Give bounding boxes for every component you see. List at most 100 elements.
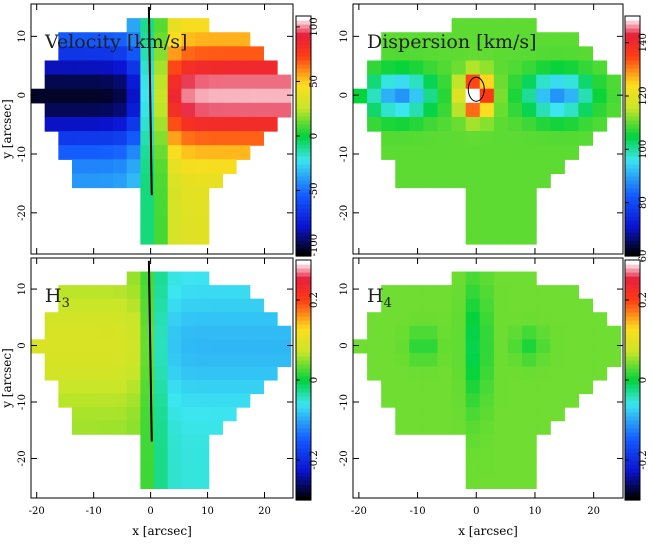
bin	[263, 60, 278, 76]
bin	[465, 298, 481, 313]
bin	[437, 407, 453, 422]
colorbar-segment	[296, 360, 311, 365]
bin	[154, 325, 169, 340]
bin	[277, 352, 292, 368]
bin	[507, 60, 523, 76]
colorbar-segment	[625, 260, 640, 265]
bin	[154, 434, 169, 449]
bin	[140, 447, 155, 462]
bin	[85, 60, 100, 76]
bin	[507, 18, 523, 33]
bin	[99, 379, 114, 395]
bin	[381, 352, 396, 368]
bin	[44, 88, 59, 104]
colorbar-tick-label: 0	[309, 133, 320, 139]
bin	[236, 352, 251, 368]
bin	[167, 271, 182, 286]
bin	[126, 173, 141, 189]
colorbar-segment	[625, 144, 640, 149]
bin	[58, 285, 73, 300]
bin	[437, 131, 453, 146]
bin	[493, 434, 509, 449]
colorbar-segment	[296, 180, 311, 185]
colorbar-segment	[296, 68, 311, 73]
colorbar-segment	[625, 148, 640, 153]
bin	[465, 131, 481, 146]
bin	[113, 312, 128, 327]
bin	[578, 379, 594, 395]
bin	[507, 131, 523, 146]
bin	[113, 420, 128, 435]
bin	[423, 60, 439, 76]
bin	[85, 393, 100, 408]
bin	[222, 60, 237, 76]
colorbar-segment	[296, 280, 311, 285]
colorbar-segment	[625, 372, 640, 377]
bin	[367, 366, 382, 381]
bin	[72, 393, 87, 408]
bin	[550, 393, 565, 408]
bin	[437, 298, 453, 313]
bin	[578, 312, 594, 327]
colorbar-segment	[625, 244, 640, 249]
bin	[113, 285, 128, 300]
colorbar-segment	[296, 468, 311, 473]
bin	[208, 88, 223, 104]
bin	[550, 352, 565, 368]
bin	[99, 173, 114, 189]
colorbar-segment	[296, 332, 311, 337]
y-tick-label: 10	[17, 283, 28, 296]
colorbar-segment	[625, 460, 640, 465]
bin	[451, 145, 467, 160]
bin	[423, 88, 439, 104]
bin	[126, 285, 141, 300]
bin	[85, 159, 100, 175]
bin	[367, 60, 382, 76]
bin	[522, 298, 537, 313]
bin	[154, 74, 169, 90]
bin	[507, 298, 523, 313]
colorbar-segment	[625, 60, 640, 65]
colorbar-segment	[296, 420, 311, 425]
bin	[44, 325, 59, 340]
colorbar-segment	[625, 92, 640, 97]
bin	[167, 215, 182, 231]
colorbar-segment	[625, 316, 640, 321]
bin	[437, 379, 453, 395]
colorbar-segment	[625, 24, 640, 29]
bin	[181, 339, 196, 354]
bin	[479, 420, 495, 435]
x-tick-label: -20	[351, 506, 367, 517]
bin	[208, 285, 223, 300]
bin	[479, 88, 495, 104]
bin	[465, 187, 481, 203]
bin	[99, 312, 114, 327]
contour	[467, 76, 485, 102]
bin	[167, 116, 182, 132]
bin	[85, 173, 100, 189]
colorbar-segment	[296, 76, 311, 81]
bin	[249, 339, 264, 354]
bin	[85, 298, 100, 313]
bin	[507, 116, 523, 132]
colorbar-segment	[296, 224, 311, 229]
bin	[154, 474, 169, 489]
bin	[72, 159, 87, 175]
bin	[437, 74, 453, 90]
bin	[167, 159, 182, 175]
bin	[522, 102, 537, 118]
bin	[493, 145, 509, 160]
bin	[44, 339, 59, 354]
bin	[126, 46, 141, 62]
bin	[113, 393, 128, 408]
bin	[208, 131, 223, 146]
bin	[72, 102, 87, 118]
bin	[72, 339, 87, 354]
bin	[154, 229, 169, 245]
bin	[113, 116, 128, 132]
bin	[263, 325, 278, 340]
colorbar-segment	[296, 380, 311, 385]
bin	[592, 325, 608, 340]
bin	[479, 145, 495, 160]
